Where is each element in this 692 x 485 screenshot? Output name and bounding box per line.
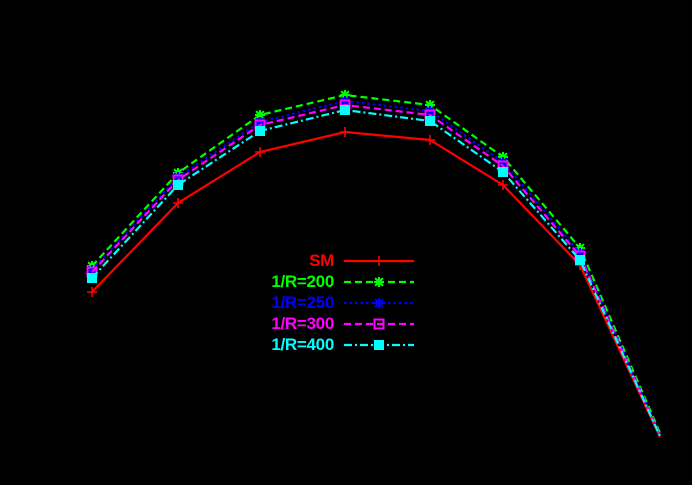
filled-square-icon xyxy=(173,180,183,190)
series-line xyxy=(91,99,662,436)
filled-square-icon xyxy=(575,255,585,265)
legend-line-sample xyxy=(344,297,414,308)
legend-entry[interactable]: 1/R=250 xyxy=(248,292,416,313)
series-line xyxy=(91,108,662,437)
star-icon xyxy=(255,110,265,120)
legend-entry-label: 1/R=400 xyxy=(271,335,334,354)
asterisk-icon xyxy=(173,172,183,182)
legend-entry[interactable]: 1/R=200 xyxy=(248,271,416,292)
legend-line-sample xyxy=(344,318,414,329)
legend-entry-label: SM xyxy=(309,251,334,270)
plus-icon xyxy=(255,147,265,157)
series-line xyxy=(91,130,661,438)
star-icon xyxy=(374,276,384,287)
star-icon xyxy=(340,90,350,100)
open-square-icon xyxy=(373,318,385,329)
plus-icon xyxy=(425,135,435,145)
filled-square-icon xyxy=(340,105,350,115)
legend-entry-label: 1/R=200 xyxy=(271,272,334,291)
asterisk-icon xyxy=(575,248,585,258)
legend-entry-label: 1/R=250 xyxy=(271,293,334,312)
series-layer xyxy=(86,90,662,438)
filled-square-icon xyxy=(374,339,384,350)
legend-entry-label: 1/R=300 xyxy=(271,314,334,333)
legend-entry[interactable]: SM xyxy=(248,250,416,271)
filled-square-icon xyxy=(425,116,435,126)
chart-legend: SM 1/R=200 1/R=250 1/R=300 1/R=400 xyxy=(248,250,416,355)
series-line xyxy=(91,93,662,434)
legend-line-sample xyxy=(344,255,414,266)
legend-line-sample xyxy=(344,339,414,350)
filled-square-icon xyxy=(498,167,508,177)
asterisk-icon xyxy=(255,117,265,127)
asterisk-icon xyxy=(374,297,384,308)
plus-icon xyxy=(87,287,97,297)
plus-icon xyxy=(498,180,508,190)
series-line xyxy=(91,103,662,437)
asterisk-icon xyxy=(87,265,97,275)
chart-series xyxy=(87,105,662,437)
plus-icon xyxy=(173,198,183,208)
plus-icon xyxy=(374,255,384,266)
legend-line-sample xyxy=(344,276,414,287)
legend-entry[interactable]: 1/R=400 xyxy=(248,334,416,355)
star-icon xyxy=(425,100,435,110)
filled-square-icon xyxy=(87,273,97,283)
plus-icon xyxy=(340,127,350,137)
legend-entry[interactable]: 1/R=300 xyxy=(248,313,416,334)
filled-square-icon xyxy=(255,126,265,136)
